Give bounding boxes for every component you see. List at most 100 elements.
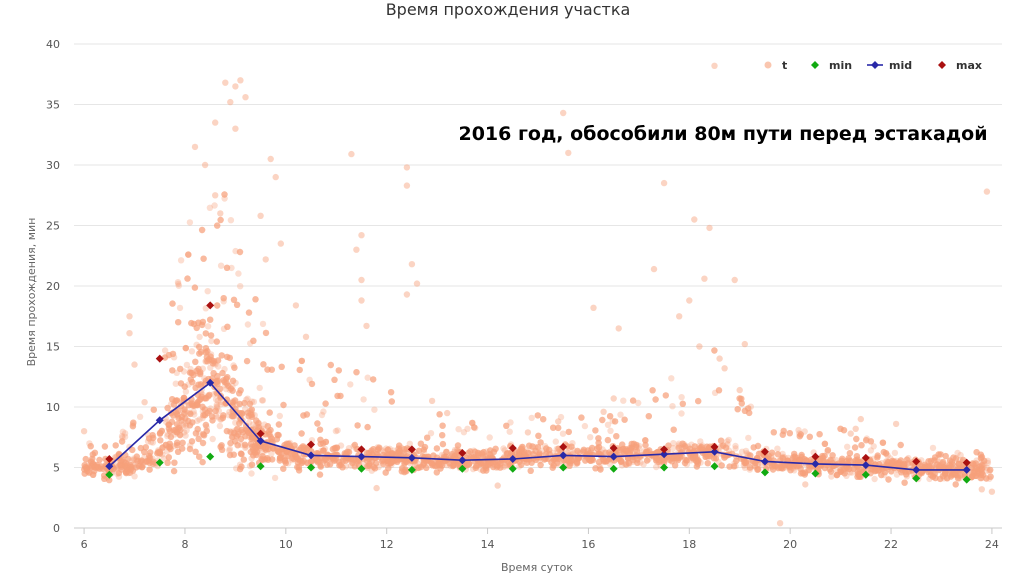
- scatter-point-t: [406, 440, 413, 447]
- scatter-point-t: [435, 459, 442, 466]
- scatter-point-t: [955, 460, 962, 468]
- scatter-point-t: [801, 455, 808, 463]
- scatter-point-t: [288, 455, 295, 462]
- scatter-point-t: [516, 448, 523, 455]
- scatter-point-t: [389, 457, 396, 465]
- scatter-point-t: [587, 457, 594, 464]
- scatter-point-t: [627, 446, 635, 453]
- scatter-point-t: [879, 439, 887, 446]
- scatter-point-t: [317, 436, 324, 443]
- scatter-point-t: [981, 457, 988, 464]
- scatter-point-t: [87, 458, 95, 466]
- scatter-point-t: [433, 462, 440, 469]
- scatter-point-t: [543, 445, 550, 452]
- scatter-point-t: [755, 466, 762, 473]
- scatter-point-t: [675, 442, 682, 449]
- scatter-point-t: [227, 385, 235, 392]
- scatter-point-t: [327, 361, 334, 369]
- scatter-point-t: [694, 456, 701, 463]
- scatter-point-t: [643, 457, 651, 464]
- scatter-point-t: [249, 434, 256, 441]
- scatter-point-t: [218, 352, 225, 359]
- scatter-point-t: [314, 420, 321, 427]
- scatter-point-t: [268, 366, 275, 373]
- scatter-point-t: [191, 284, 199, 291]
- scatter-point-t: [978, 458, 985, 465]
- scatter-point-t: [770, 429, 777, 436]
- scatter-point-t: [655, 458, 663, 466]
- scatter-point-t: [172, 409, 180, 416]
- scatter-point-t: [882, 458, 890, 465]
- scatter-point-t: [248, 411, 255, 419]
- scatter-point-t: [863, 437, 870, 444]
- scatter-point-t: [832, 466, 839, 473]
- scatter-point-t: [880, 448, 887, 456]
- scatter-point-t: [133, 453, 140, 460]
- scatter-point-t: [261, 444, 268, 451]
- scatter-point-t: [534, 412, 541, 419]
- scatter-point-t: [973, 449, 980, 456]
- scatter-point-t: [322, 438, 330, 446]
- scatter-point-t: [595, 458, 603, 466]
- scatter-point-t: [592, 427, 599, 434]
- scatter-point-t: [580, 448, 587, 455]
- scatter-point-t: [157, 429, 164, 437]
- x-tick-label: 12: [380, 538, 394, 551]
- scatter-point-t: [194, 425, 201, 433]
- scatter-point-t: [192, 358, 199, 365]
- scatter-point-t: [237, 450, 245, 457]
- scatter-point-t: [214, 302, 221, 309]
- scatter-point-t: [217, 262, 225, 269]
- scatter-point-t: [249, 426, 256, 434]
- scatter-point-t: [197, 369, 204, 376]
- scatter-point-t: [194, 399, 201, 406]
- scatter-point-t: [371, 406, 378, 413]
- scatter-point-t: [337, 461, 344, 469]
- scatter-point-t: [180, 410, 188, 417]
- scatter-point-t: [788, 456, 796, 463]
- scatter-point-t: [189, 402, 196, 409]
- scatter-point-t: [553, 459, 561, 467]
- scatter-point-t: [952, 471, 960, 478]
- scatter-point-t: [213, 401, 220, 408]
- scatter-point-t: [570, 446, 577, 454]
- scatter-point-t: [974, 469, 982, 477]
- scatter-point-t: [897, 441, 904, 449]
- scatter-point-t: [254, 420, 262, 428]
- scatter-point-t: [565, 428, 572, 436]
- scatter-point-t: [192, 358, 199, 365]
- scatter-point-t: [146, 466, 153, 473]
- scatter-point-t: [451, 448, 458, 455]
- scatter-point-t: [239, 410, 246, 417]
- scatter-point-t: [146, 452, 153, 460]
- scatter-point-t: [276, 455, 284, 462]
- scatter-point-t: [585, 455, 592, 462]
- scatter-point-t: [129, 423, 137, 430]
- scatter-point-t: [619, 441, 626, 448]
- scatter-point-t: [895, 461, 902, 468]
- scatter-point-t: [229, 377, 237, 384]
- scatter-point-t: [602, 449, 609, 456]
- scatter-point-t: [928, 463, 935, 470]
- scatter-point-t: [387, 389, 395, 396]
- scatter-point-t: [623, 461, 630, 468]
- scatter-point-t: [829, 452, 836, 459]
- scatter-point-t: [606, 449, 613, 456]
- scatter-point-t: [725, 447, 733, 454]
- scatter-point-t: [786, 430, 793, 437]
- scatter-point-t: [801, 455, 808, 463]
- scatter-point-t: [480, 448, 487, 456]
- scatter-point-t: [234, 442, 241, 449]
- scatter-point-t: [473, 462, 480, 470]
- scatter-point-t: [867, 447, 875, 454]
- scatter-point-t: [240, 456, 247, 463]
- scatter-point-t: [253, 451, 260, 459]
- scatter-point-t: [571, 456, 578, 463]
- scatter-point-t: [682, 444, 690, 451]
- scatter-point-t: [730, 463, 738, 470]
- scatter-point-t: [370, 463, 377, 471]
- scatter-point-t: [433, 445, 441, 452]
- scatter-point-t: [722, 453, 729, 460]
- scatter-point-t: [192, 448, 199, 455]
- scatter-point-t: [463, 462, 471, 469]
